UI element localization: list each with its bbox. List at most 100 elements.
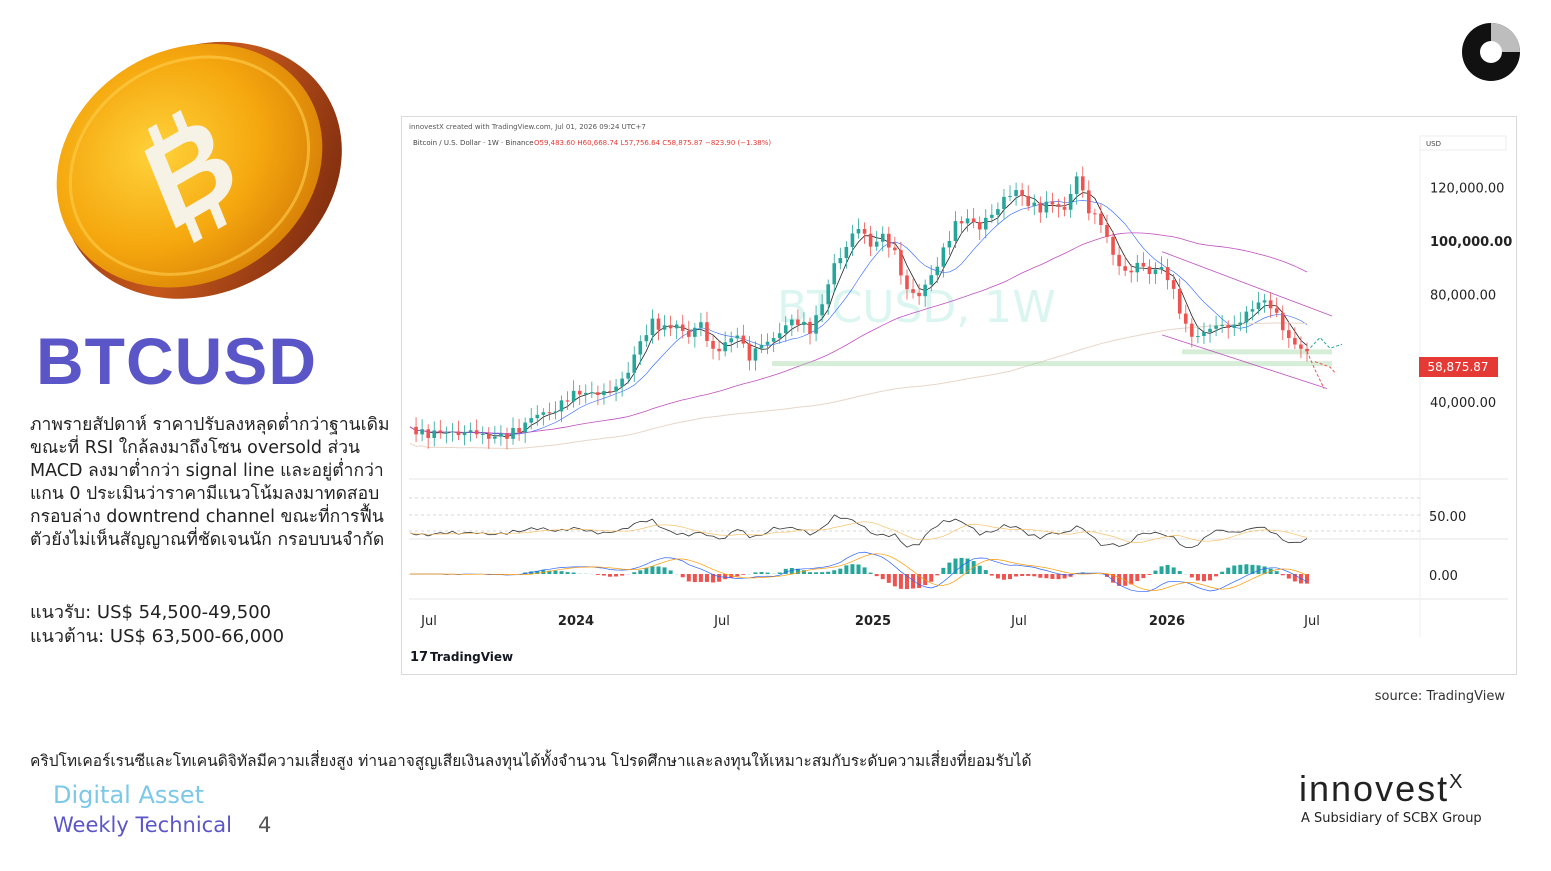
candle-body — [796, 319, 800, 326]
x-tick-label: 2026 — [1149, 614, 1185, 629]
currency-label: USD — [1426, 140, 1441, 148]
macd-histogram-bar — [1183, 573, 1188, 575]
macd-histogram-bar — [741, 574, 746, 575]
macd-histogram-bar — [808, 572, 813, 574]
macd-histogram-bar — [1135, 574, 1140, 582]
macd-histogram-bar — [826, 571, 831, 574]
macd-histogram-bar — [1147, 574, 1152, 575]
candle-body — [729, 338, 734, 343]
candle-body — [626, 372, 630, 379]
macd-histogram-bar — [1014, 574, 1019, 577]
macd-histogram-bar — [686, 574, 691, 582]
macd-histogram-bar — [983, 570, 988, 574]
rsi-tick-label: 50.00 — [1429, 510, 1466, 525]
brand-x: X — [1449, 771, 1465, 793]
rsi-signal-line — [409, 521, 1308, 543]
macd-histogram-bar — [1141, 574, 1146, 579]
candle-body — [996, 209, 1000, 215]
macd-histogram-bar — [535, 570, 540, 574]
macd-signal-line — [410, 553, 1308, 591]
macd-histogram-bar — [801, 570, 806, 574]
candle-body — [1068, 193, 1073, 210]
macd-histogram-bar — [844, 565, 849, 574]
candle-body — [1123, 266, 1127, 271]
macd-histogram-bar — [571, 572, 576, 574]
macd-histogram-bar — [777, 572, 782, 574]
macd-histogram-bar — [1250, 564, 1255, 574]
macd-histogram-bar — [517, 573, 522, 575]
candle-body — [474, 430, 479, 435]
analysis-description: ภาพรายสัปดาห์ ราคาปรับลงหลุดต่ำกว่าฐานเด… — [30, 415, 390, 550]
candle-body — [874, 241, 879, 247]
macd-histogram-bar — [1256, 565, 1261, 574]
macd-histogram-bar — [1305, 574, 1309, 584]
brand-name: innovest — [1299, 768, 1450, 809]
macd-histogram-bar — [511, 574, 516, 575]
channel-lower — [1161, 334, 1328, 389]
candle-body — [632, 354, 637, 373]
macd-histogram-bar — [1026, 574, 1031, 576]
candle-body — [535, 414, 540, 419]
macd-histogram-bar — [1044, 574, 1049, 579]
macd-histogram-bar — [753, 572, 758, 574]
candle-body — [614, 386, 618, 392]
macd-histogram-bar — [929, 574, 934, 582]
candle-body — [1141, 262, 1146, 267]
macd-histogram-bar — [1117, 574, 1122, 586]
candle-body — [541, 412, 546, 415]
candle-body — [862, 229, 867, 234]
macd-histogram-bar — [820, 572, 825, 574]
tradingview-logo: 17 TradingView — [410, 650, 513, 665]
candle-body — [523, 422, 527, 433]
ma-200-line — [409, 322, 1308, 450]
candle-body — [1032, 202, 1037, 206]
macd-histogram-bar — [735, 574, 740, 577]
chart-ohlc-line: O59,483.60 H60,668.74 L57,756.64 C58,875… — [534, 139, 771, 147]
candle-body — [1087, 190, 1091, 214]
macd-histogram-bar — [880, 574, 885, 580]
candle-body — [1274, 308, 1279, 313]
candle-body — [759, 344, 764, 349]
candle-body — [662, 325, 667, 330]
macd-histogram-bar — [692, 574, 697, 583]
candle-body — [1268, 300, 1273, 309]
macd-histogram-bar — [1038, 574, 1043, 578]
macd-line — [410, 551, 1308, 593]
candle-body — [893, 247, 897, 251]
candle-body — [850, 233, 855, 247]
candle-body — [1280, 312, 1285, 331]
candle-body — [1014, 190, 1018, 196]
price-chart: innovestX created with TradingView.com, … — [401, 116, 1517, 675]
macd-histogram-bar — [898, 574, 903, 589]
candle-body — [1074, 176, 1079, 194]
macd-histogram-bar — [1238, 564, 1243, 574]
candle-body — [838, 258, 843, 264]
macd-histogram-bar — [941, 567, 946, 574]
candle-body — [777, 333, 782, 339]
candle-body — [765, 341, 770, 345]
macd-histogram-bar — [1262, 566, 1267, 574]
macd-histogram-bar — [838, 568, 843, 574]
y-tick-label: 40,000.00 — [1430, 396, 1496, 411]
candle-body — [1208, 328, 1212, 332]
candle-body — [1026, 195, 1031, 206]
y-tick-label: 80,000.00 — [1430, 289, 1496, 304]
macd-histogram-bar — [1220, 571, 1225, 574]
macd-histogram-bar — [638, 570, 643, 574]
macd-histogram-bar — [662, 567, 667, 574]
candle-body — [426, 429, 430, 438]
macd-histogram-bar — [862, 567, 867, 574]
candle-body — [856, 229, 861, 234]
candle-body — [1256, 302, 1261, 310]
candle-body — [686, 330, 691, 337]
macd-histogram-bar — [723, 574, 728, 580]
candle-body — [1214, 325, 1218, 329]
macd-histogram-bar — [935, 574, 940, 576]
macd-histogram-bar — [620, 574, 625, 576]
macd-histogram-bar — [1062, 574, 1067, 579]
macd-histogram-bar — [1274, 571, 1279, 574]
candle-body — [1153, 269, 1158, 275]
ticker-title: BTCUSD — [36, 324, 317, 398]
macd-histogram-bar — [904, 574, 909, 590]
macd-histogram-bar — [1050, 574, 1055, 579]
